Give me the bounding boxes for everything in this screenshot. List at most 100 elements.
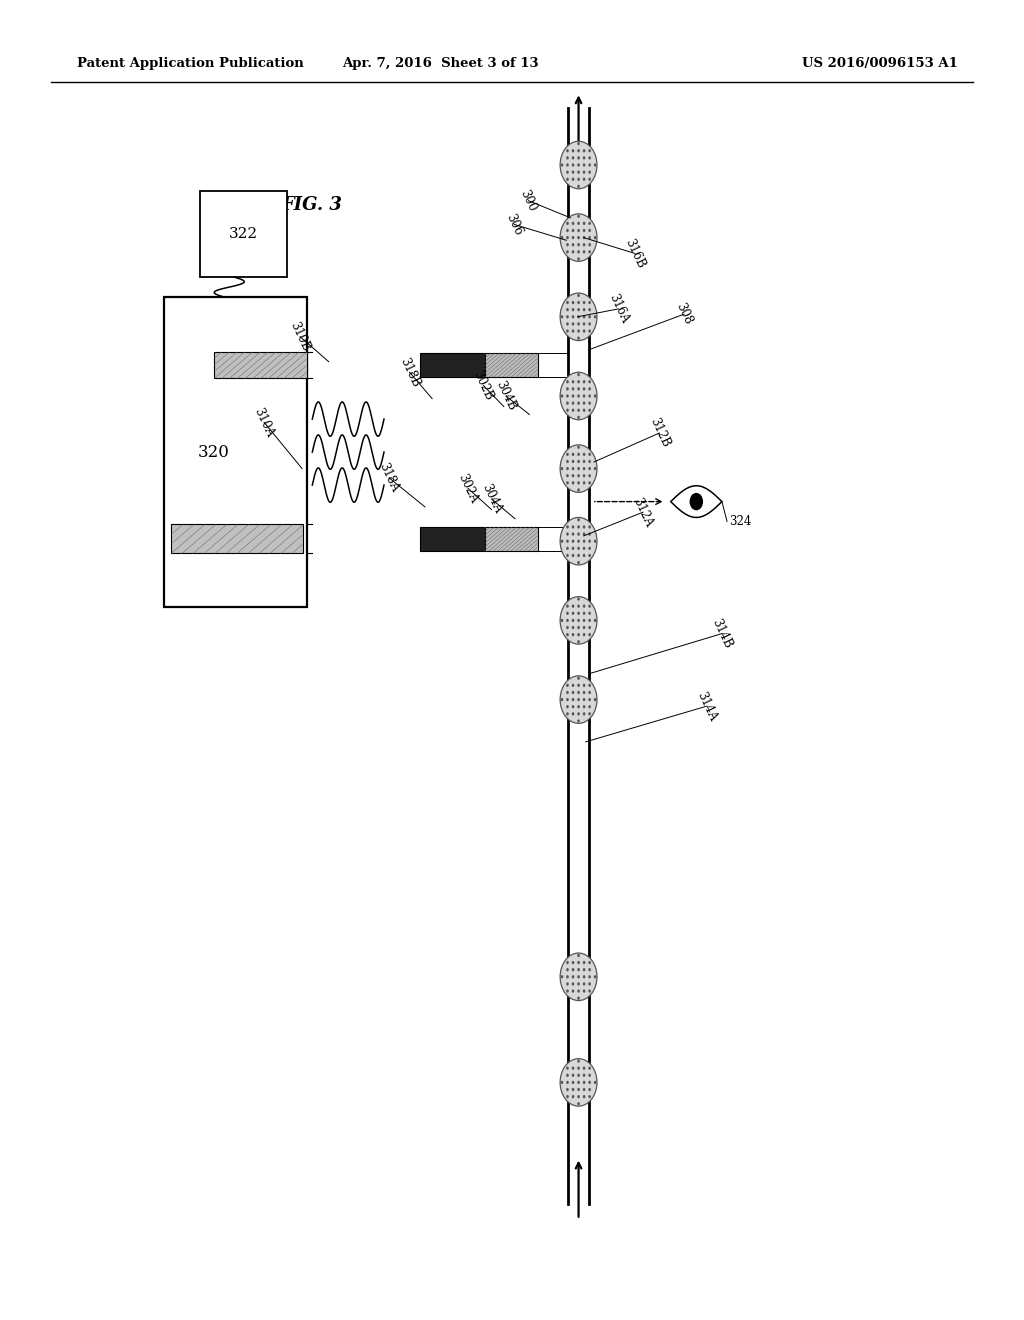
Circle shape [589, 330, 591, 333]
Circle shape [589, 380, 591, 383]
Circle shape [583, 164, 586, 166]
Circle shape [571, 387, 574, 391]
Circle shape [578, 705, 580, 709]
Circle shape [589, 705, 591, 709]
Circle shape [589, 1096, 591, 1098]
Circle shape [571, 1088, 574, 1092]
Circle shape [589, 315, 591, 318]
Circle shape [589, 690, 591, 694]
Text: 324: 324 [729, 515, 752, 528]
Circle shape [566, 387, 568, 391]
Circle shape [578, 611, 580, 615]
Circle shape [578, 525, 580, 528]
Circle shape [571, 1096, 574, 1098]
Circle shape [583, 409, 586, 412]
Circle shape [578, 164, 580, 166]
Circle shape [566, 301, 568, 304]
Circle shape [578, 968, 580, 972]
Circle shape [578, 532, 580, 536]
Circle shape [583, 982, 586, 986]
Circle shape [578, 619, 580, 622]
Circle shape [594, 698, 596, 701]
Circle shape [589, 236, 591, 239]
Circle shape [566, 170, 568, 174]
Circle shape [578, 605, 580, 607]
Circle shape [571, 705, 574, 709]
Circle shape [578, 236, 580, 239]
Text: 314B: 314B [710, 616, 734, 651]
Circle shape [583, 554, 586, 557]
Circle shape [578, 1067, 580, 1069]
Circle shape [589, 170, 591, 174]
Circle shape [566, 251, 568, 253]
Circle shape [589, 164, 591, 166]
Circle shape [589, 453, 591, 455]
Circle shape [571, 395, 574, 397]
Circle shape [560, 953, 597, 1001]
Circle shape [578, 713, 580, 715]
Circle shape [566, 330, 568, 333]
Circle shape [589, 546, 591, 550]
Circle shape [578, 459, 580, 463]
Circle shape [566, 634, 568, 636]
Circle shape [571, 990, 574, 993]
Circle shape [566, 474, 568, 478]
Circle shape [583, 459, 586, 463]
Circle shape [583, 634, 586, 636]
Circle shape [578, 982, 580, 986]
Circle shape [594, 619, 596, 622]
Circle shape [571, 322, 574, 326]
Circle shape [571, 684, 574, 686]
Circle shape [566, 149, 568, 152]
Circle shape [583, 540, 586, 543]
Circle shape [560, 517, 597, 565]
Polygon shape [671, 486, 722, 517]
Circle shape [583, 705, 586, 709]
Circle shape [589, 178, 591, 181]
Circle shape [571, 401, 574, 405]
Circle shape [566, 395, 568, 397]
Circle shape [583, 236, 586, 239]
Circle shape [589, 322, 591, 326]
Circle shape [561, 698, 563, 701]
Circle shape [571, 330, 574, 333]
Circle shape [589, 149, 591, 152]
Text: 304A: 304A [479, 482, 504, 516]
Circle shape [578, 698, 580, 701]
Circle shape [583, 178, 586, 181]
Bar [164, 297, 307, 607]
Circle shape [594, 975, 596, 978]
Circle shape [571, 975, 574, 978]
Circle shape [571, 540, 574, 543]
Circle shape [560, 214, 597, 261]
Circle shape [589, 1081, 591, 1084]
Circle shape [578, 149, 580, 152]
Circle shape [578, 474, 580, 478]
Circle shape [589, 1073, 591, 1077]
Circle shape [578, 684, 580, 686]
Circle shape [583, 684, 586, 686]
Circle shape [571, 611, 574, 615]
Circle shape [583, 222, 586, 224]
Circle shape [578, 1060, 580, 1063]
Circle shape [566, 1067, 568, 1069]
Circle shape [589, 387, 591, 391]
Text: 306: 306 [504, 211, 524, 238]
Circle shape [583, 251, 586, 253]
Circle shape [560, 372, 597, 420]
Circle shape [566, 243, 568, 247]
Circle shape [566, 619, 568, 622]
Circle shape [589, 968, 591, 972]
Circle shape [578, 546, 580, 550]
Circle shape [578, 677, 580, 680]
Circle shape [578, 308, 580, 312]
Circle shape [571, 301, 574, 304]
Circle shape [578, 380, 580, 383]
Circle shape [589, 482, 591, 484]
Circle shape [578, 954, 580, 957]
Circle shape [589, 228, 591, 232]
Circle shape [583, 170, 586, 174]
Circle shape [578, 315, 580, 318]
Circle shape [589, 982, 591, 986]
Circle shape [583, 525, 586, 528]
